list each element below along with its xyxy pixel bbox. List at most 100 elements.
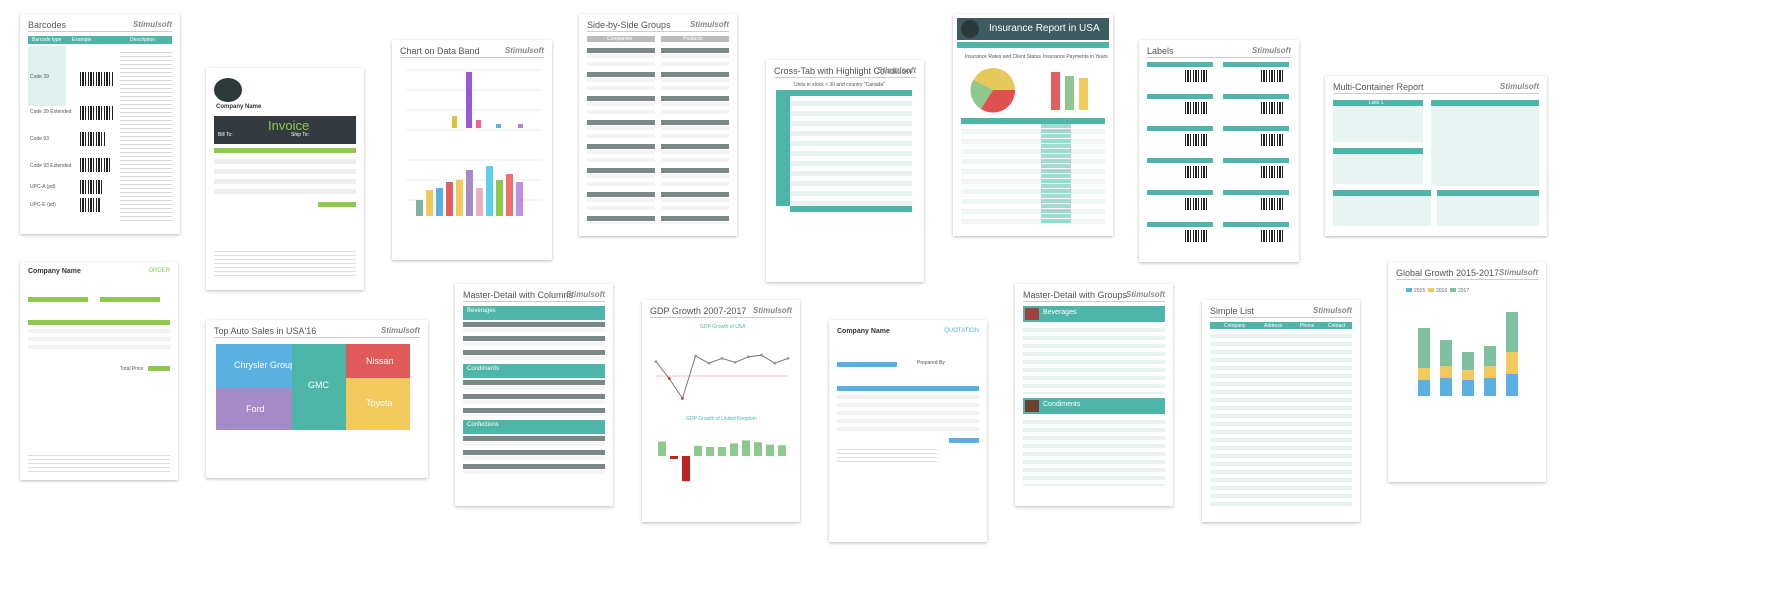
brand-logo: Stimulsoft	[1499, 82, 1539, 91]
page-chart-band[interactable]: Chart on Data Band Stimulsoft	[392, 40, 552, 260]
list-head: Lists 1	[1369, 100, 1384, 106]
col-header: Companies	[607, 36, 633, 42]
page-gdp[interactable]: GDP Growth 2007-2017 Stimulsoft GDP Grow…	[642, 300, 800, 522]
page-title: Master-Detail with Groups	[1023, 290, 1128, 300]
usa-point	[760, 353, 763, 357]
description-text	[120, 49, 172, 224]
page-quotation[interactable]: Company Name QUOTATION Prepared By	[829, 320, 987, 542]
page-order[interactable]: Company Name ORDER Total Price	[20, 262, 178, 480]
uk-bar	[682, 456, 690, 482]
chart-title: GDP Growth of United Kingdom	[686, 416, 757, 422]
barcode-image	[80, 106, 114, 120]
page-master-groups[interactable]: Master-Detail with Groups Stimulsoft Bev…	[1015, 284, 1173, 506]
usa-point	[786, 357, 790, 360]
page-auto-sales[interactable]: Top Auto Sales in USA'16 Stimulsoft Chry…	[206, 320, 428, 478]
barcode-image	[80, 132, 106, 146]
page-title: Cross-Tab with Highlight Condition	[774, 66, 912, 76]
col-header: Example	[72, 37, 92, 43]
logo-icon	[961, 20, 979, 38]
usa-point	[694, 354, 697, 358]
col-header: Products	[683, 36, 703, 42]
chart-band-svg	[406, 69, 542, 216]
usa-point	[707, 361, 711, 365]
brand-logo: Stimulsoft	[1251, 46, 1291, 55]
col-header: Description	[130, 37, 156, 43]
treemap-tile[interactable]: Nissan	[346, 344, 410, 378]
page-title: Global Growth 2015-2017	[1396, 268, 1500, 278]
col-header: Barcode type	[32, 37, 62, 43]
brand-logo: Stimulsoft	[565, 290, 605, 299]
barcode-image	[80, 72, 114, 86]
page-global-growth[interactable]: Global Growth 2015-2017 Stimulsoft 2015 …	[1388, 262, 1546, 482]
page-barcodes[interactable]: Barcodes Stimulsoft Barcode type Example…	[20, 14, 180, 234]
page-invoice[interactable]: Company Name Invoice Bill To: Ship To:	[206, 68, 364, 290]
col-header: Company	[1224, 323, 1246, 329]
barcode-image	[80, 180, 104, 194]
page-multicontainer[interactable]: Multi-Container Report Stimulsoft Lists …	[1325, 76, 1547, 236]
page-title: Side-by-Side Groups	[587, 20, 671, 30]
usa-line	[655, 354, 789, 400]
legend-label: 2016	[1436, 288, 1447, 294]
brand-logo: Stimulsoft	[380, 326, 420, 335]
ship-to-label: Ship To:	[291, 132, 309, 138]
uk-bar	[754, 442, 762, 456]
list-item: Code 39	[30, 74, 49, 80]
treemap-tile[interactable]: Chrysler Group	[216, 344, 295, 388]
insurance-charts	[970, 68, 1088, 113]
brand-logo: Stimulsoft	[1312, 306, 1352, 315]
page-title: Top Auto Sales in USA'16	[214, 326, 317, 336]
global-growth-chart: 2015 2016 2017	[1406, 288, 1518, 396]
usa-point	[720, 357, 724, 360]
uk-bar	[694, 445, 702, 456]
group-header: Confections	[467, 422, 499, 428]
uk-bar	[778, 445, 786, 456]
treemap-tile[interactable]: Toyota	[346, 378, 410, 430]
category-image	[1025, 308, 1039, 320]
brand-logo: Stimulsoft	[504, 46, 544, 55]
page-title: Multi-Container Report	[1333, 82, 1424, 92]
page-title: GDP Growth 2007-2017	[650, 306, 747, 316]
order-badge: ORDER	[148, 268, 170, 274]
group-header: Beverages	[1043, 309, 1077, 316]
page-title: Master-Detail with Columns	[463, 290, 574, 300]
bar-title: Insurance Payments in Years	[1043, 54, 1108, 60]
page-simple-list[interactable]: Simple List Stimulsoft Company Address P…	[1202, 300, 1360, 522]
uk-bar	[658, 441, 666, 456]
list-item: UPC-E (pd)	[30, 202, 56, 208]
treemap-tile[interactable]: Ford	[216, 388, 292, 430]
brand-logo: Stimulsoft	[1498, 268, 1538, 277]
treemap-tile[interactable]: GMC	[292, 344, 346, 430]
uk-bar	[670, 456, 678, 459]
page-insurance[interactable]: Insurance Report in USA Insurance Rates …	[953, 14, 1113, 236]
uk-bar	[766, 444, 774, 456]
usa-point	[747, 355, 750, 359]
page-master-columns[interactable]: Master-Detail with Columns Stimulsoft Be…	[455, 284, 613, 506]
brand-logo: Stimulsoft	[689, 20, 729, 29]
company-name: Company Name	[216, 104, 262, 110]
page-title: Simple List	[1210, 306, 1255, 316]
brand-logo: Stimulsoft	[1125, 290, 1165, 299]
group-header: Condiments	[1043, 401, 1081, 408]
barcode-image	[80, 158, 110, 172]
usa-point	[773, 361, 777, 365]
bill-to-label: Bill To:	[218, 132, 233, 138]
uk-bar	[706, 447, 714, 456]
usa-point	[654, 360, 658, 363]
usa-point	[667, 377, 671, 380]
page-title: Insurance Report in USA	[989, 23, 1100, 34]
legend-label: 2015	[1414, 288, 1425, 294]
gdp-charts	[654, 353, 790, 482]
page-sbs-groups[interactable]: Side-by-Side Groups Stimulsoft Companies…	[579, 14, 737, 236]
chart-title: GDP Growth of USA	[700, 324, 746, 330]
pie-title: Insurance Rates and Client Status	[965, 54, 1041, 60]
page-crosstab[interactable]: Cross-Tab with Highlight Condition Stimu…	[766, 60, 924, 282]
company-name: Company Name	[837, 328, 890, 335]
page-labels[interactable]: Labels Stimulsoft	[1139, 40, 1299, 262]
uk-bar	[742, 440, 750, 456]
page-title: Barcodes	[28, 20, 67, 30]
usa-point	[681, 397, 684, 400]
uk-bar	[718, 447, 726, 456]
quotation-badge: QUOTATION	[944, 328, 979, 334]
group-header: Beverages	[467, 308, 496, 314]
crosstab-subtitle: Units in stock < 30 and country "Canada"	[794, 82, 885, 88]
